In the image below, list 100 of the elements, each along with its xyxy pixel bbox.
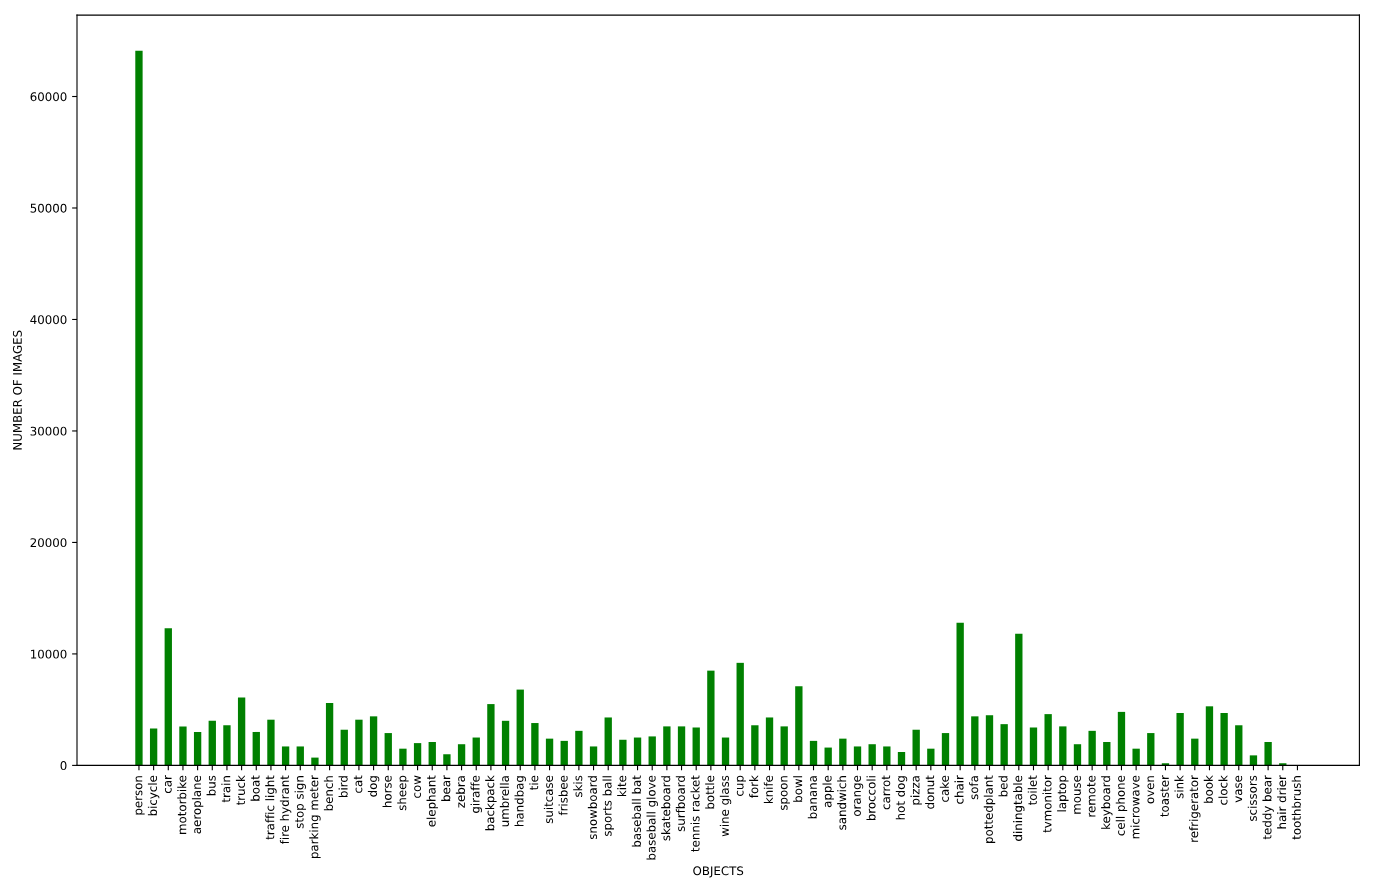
x-tick-label: chair <box>954 775 964 804</box>
x-tick-label: toaster <box>1160 775 1169 817</box>
bar <box>721 737 730 766</box>
bar <box>824 747 832 766</box>
bar <box>985 715 994 766</box>
bar <box>1059 726 1067 766</box>
x-tick-label: bear <box>441 775 451 801</box>
bar <box>795 686 803 766</box>
x-tick-label: bench <box>323 776 334 811</box>
y-tick-label: 60000 <box>30 92 67 102</box>
bar <box>325 702 334 766</box>
bar <box>545 738 554 766</box>
bar <box>179 726 187 766</box>
x-tick-label: keyboard <box>1101 776 1113 829</box>
x-tick-label: umbrella <box>499 776 509 827</box>
x-tick-label: mouse <box>1074 775 1081 814</box>
bar <box>1029 727 1038 766</box>
bar <box>971 716 979 766</box>
bar <box>1249 755 1258 766</box>
x-tick-label: wine glass <box>719 775 732 837</box>
bar <box>1264 741 1272 766</box>
bar <box>296 746 304 766</box>
bar <box>501 720 510 766</box>
y-tick-label: 50000 <box>30 203 67 213</box>
x-tick-label: aeroplane <box>191 775 204 834</box>
bar <box>267 719 275 766</box>
bar <box>443 754 451 766</box>
x-tick-label: sandwich <box>837 776 847 830</box>
bar <box>927 748 935 766</box>
x-tick-label: cake <box>939 775 949 802</box>
x-tick-label: clock <box>1218 775 1228 805</box>
bar <box>237 697 246 766</box>
x-tick-label: person <box>135 776 145 815</box>
x-tick-label: parking meter <box>309 775 321 858</box>
bar <box>663 726 671 766</box>
bar <box>1205 706 1214 766</box>
x-tick-label: bed <box>998 776 1008 797</box>
bar <box>604 717 612 766</box>
x-tick-label: carrot <box>881 775 891 810</box>
bar <box>399 748 407 766</box>
x-tick-label: knife <box>763 775 773 804</box>
x-tick-label: elephant <box>426 775 438 827</box>
x-tick-label: stop sign <box>294 776 306 829</box>
x-tick-label: car <box>164 775 172 794</box>
bar <box>311 757 319 766</box>
bar <box>736 662 744 766</box>
x-tick-label: microwave <box>1130 775 1140 839</box>
x-tick-label: motorbike <box>177 775 187 834</box>
bar <box>164 628 172 766</box>
x-tick-label: baseball glove <box>646 775 658 860</box>
bar <box>1044 714 1052 766</box>
x-tick-label: bird <box>338 776 348 797</box>
bar <box>912 729 920 766</box>
x-tick-label: suitcase <box>543 775 553 824</box>
bar <box>692 727 700 766</box>
bar <box>1073 744 1082 766</box>
bar <box>809 740 818 766</box>
bar <box>428 741 436 766</box>
bar <box>252 731 260 766</box>
y-axis-title: NUMBER OF IMAGES <box>12 330 22 450</box>
x-tick-label: dog <box>367 776 380 797</box>
x-tick-label: toothbrush <box>1291 776 1301 840</box>
bar <box>1220 713 1228 766</box>
bar <box>531 723 539 766</box>
x-tick-label: cat <box>353 775 363 793</box>
x-tick-label: handbag <box>514 776 526 826</box>
x-tick-label: skateboard <box>661 776 671 841</box>
x-tick-label: banana <box>807 776 817 819</box>
y-tick-label: 20000 <box>30 538 67 548</box>
x-tick-label: hair drier <box>1277 775 1287 829</box>
bar <box>149 728 158 766</box>
x-tick-label: spoon <box>780 776 790 811</box>
x-tick-label: sports ball <box>602 776 614 837</box>
x-tick-label: remote <box>1087 775 1096 817</box>
bar <box>677 726 686 766</box>
bar <box>472 737 480 766</box>
bar <box>340 729 348 766</box>
x-tick-label: sink <box>1174 775 1184 799</box>
bar <box>1000 724 1008 766</box>
x-tick-label: pottedplant <box>983 775 996 843</box>
x-tick-label: bowl <box>793 776 803 802</box>
y-tick-label: 40000 <box>30 315 67 325</box>
bar <box>883 746 891 766</box>
x-tick-label: frisbee <box>558 775 568 816</box>
x-tick-label: cow <box>414 775 422 798</box>
x-tick-label: cell phone <box>1115 775 1128 836</box>
x-tick-label: baseball bat <box>631 775 641 847</box>
bar <box>897 752 906 766</box>
bar <box>413 743 422 766</box>
x-tick-label: teddy bear <box>1262 775 1274 840</box>
x-tick-label: diningtable <box>1013 775 1025 841</box>
bar <box>457 744 466 766</box>
x-tick-label: fork <box>749 775 759 798</box>
bar <box>707 670 715 766</box>
x-tick-label: bottle <box>705 775 715 809</box>
bar <box>575 730 583 766</box>
x-tick-label: bus <box>206 775 216 796</box>
x-tick-label: tvmonitor <box>1042 775 1052 833</box>
x-tick-label: oven <box>1147 776 1155 804</box>
x-tick-label: traffic light <box>265 775 277 840</box>
